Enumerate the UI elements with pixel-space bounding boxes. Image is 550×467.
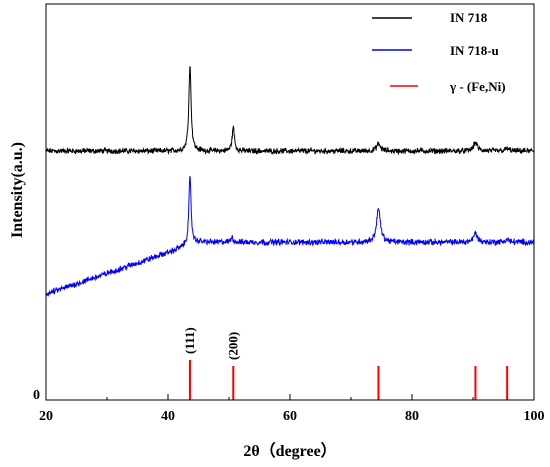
x-tick-label-40: 40 [161,409,175,424]
x-tick-label-60: 60 [283,409,297,424]
plot-area: (111) (200) [45,66,535,400]
y-axis-label: Intensity(a.u.) [9,142,26,238]
legend-label-gamma: γ - (Fe,Ni) [449,79,506,94]
reference-label-1: (200) [225,332,240,360]
x-tick-label-80: 80 [405,409,419,424]
legend-label-in718: IN 718 [450,10,488,25]
plot-frame [45,3,535,401]
legend-label-in718u: IN 718-u [450,43,499,58]
x-axis-label: 2θ（degree） [243,442,336,460]
y-tick-label-0: 0 [33,388,40,403]
series-line-in718u [45,176,535,297]
x-tick-label-100: 100 [524,409,545,424]
axis-ticks: 20 40 60 80 100 0 [33,388,545,424]
legend: IN 718 IN 718-u γ - (Fe,Ni) [372,10,506,94]
series-line-in718 [45,66,535,156]
x-tick-label-20: 20 [39,409,53,424]
reference-label-0: (111) [182,327,197,354]
